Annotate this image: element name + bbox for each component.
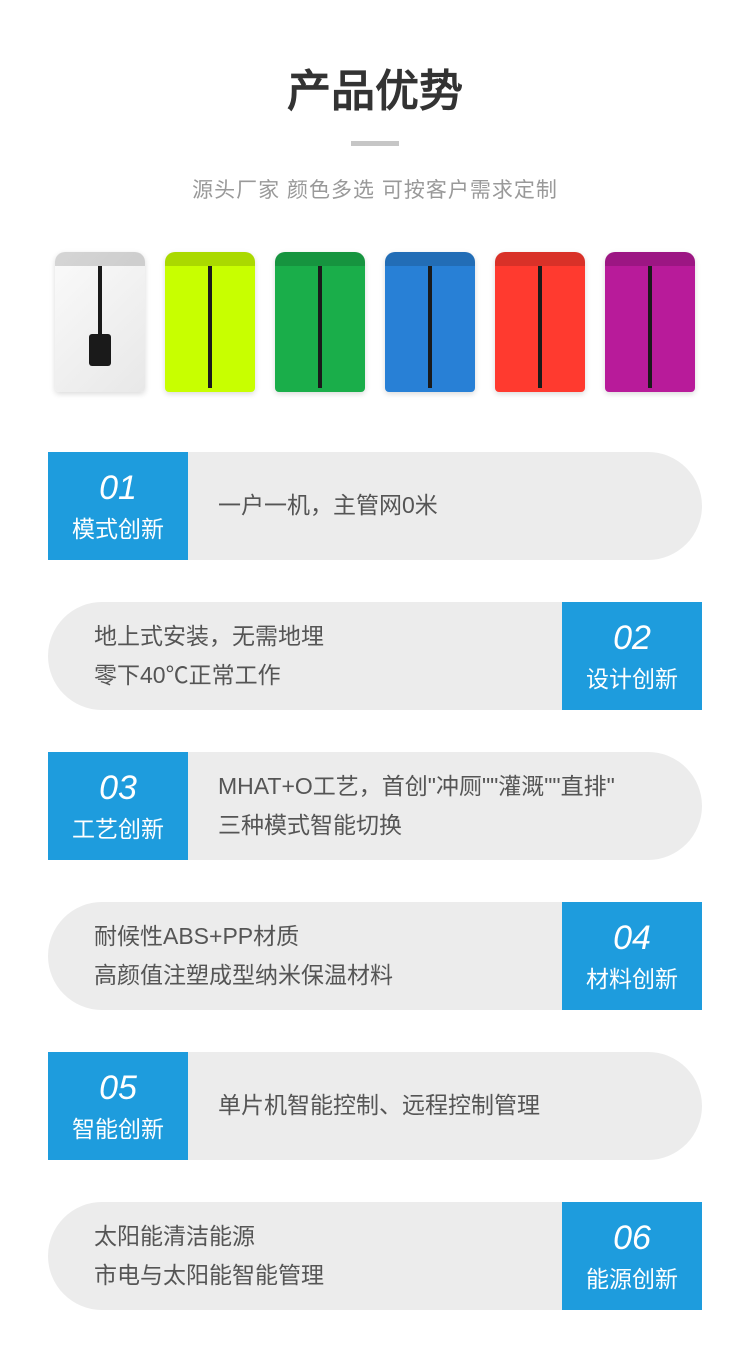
feature-label: 材料创新 xyxy=(586,960,678,994)
feature-list: 01模式创新一户一机，主管网0米02设计创新地上式安装，无需地埋零下40℃正常工… xyxy=(0,452,750,1310)
feature-item: 05智能创新单片机智能控制、远程控制管理 xyxy=(48,1052,702,1160)
feature-badge: 01模式创新 xyxy=(48,452,188,560)
feature-item: 04材料创新耐候性ABS+PP材质高颜值注塑成型纳米保温材料 xyxy=(48,902,702,1010)
feature-badge: 04材料创新 xyxy=(562,902,702,1010)
feature-text-line: 太阳能清洁能源 xyxy=(94,1217,532,1256)
feature-badge: 05智能创新 xyxy=(48,1052,188,1160)
page-subtitle: 源头厂家 颜色多选 可按客户需求定制 xyxy=(0,174,750,204)
feature-number: 04 xyxy=(613,918,651,959)
feature-content: 太阳能清洁能源市电与太阳能智能管理 xyxy=(48,1202,562,1310)
feature-number: 01 xyxy=(99,468,137,509)
feature-label: 智能创新 xyxy=(72,1110,164,1144)
feature-content: MHAT+O工艺，首创"冲厕""灌溉""直排"三种模式智能切换 xyxy=(188,752,702,860)
feature-number: 03 xyxy=(99,768,137,809)
feature-text-line: 零下40℃正常工作 xyxy=(94,656,532,695)
feature-label: 能源创新 xyxy=(586,1260,678,1294)
feature-number: 05 xyxy=(99,1068,137,1109)
product-color-card xyxy=(165,252,255,392)
feature-number: 02 xyxy=(613,618,651,659)
feature-badge: 02设计创新 xyxy=(562,602,702,710)
title-divider xyxy=(351,141,399,146)
page-container: 产品优势 源头厂家 颜色多选 可按客户需求定制 01模式创新一户一机，主管网0米… xyxy=(0,0,750,1310)
feature-badge: 06能源创新 xyxy=(562,1202,702,1310)
feature-badge: 03工艺创新 xyxy=(48,752,188,860)
feature-text-line: 地上式安装，无需地埋 xyxy=(94,617,532,656)
product-color-card xyxy=(495,252,585,392)
product-color-card xyxy=(55,252,145,392)
feature-label: 模式创新 xyxy=(72,510,164,544)
feature-item: 03工艺创新MHAT+O工艺，首创"冲厕""灌溉""直排"三种模式智能切换 xyxy=(48,752,702,860)
feature-item: 02设计创新地上式安装，无需地埋零下40℃正常工作 xyxy=(48,602,702,710)
feature-content: 地上式安装，无需地埋零下40℃正常工作 xyxy=(48,602,562,710)
product-color-row xyxy=(0,252,750,392)
feature-number: 06 xyxy=(613,1218,651,1259)
feature-text-line: 市电与太阳能智能管理 xyxy=(94,1256,532,1295)
feature-item: 01模式创新一户一机，主管网0米 xyxy=(48,452,702,560)
feature-text-line: 一户一机，主管网0米 xyxy=(218,486,672,525)
product-color-card xyxy=(385,252,475,392)
feature-text-line: 单片机智能控制、远程控制管理 xyxy=(218,1086,672,1125)
feature-item: 06能源创新太阳能清洁能源市电与太阳能智能管理 xyxy=(48,1202,702,1310)
page-title: 产品优势 xyxy=(0,55,750,119)
feature-label: 工艺创新 xyxy=(72,810,164,844)
product-color-card xyxy=(605,252,695,392)
feature-content: 耐候性ABS+PP材质高颜值注塑成型纳米保温材料 xyxy=(48,902,562,1010)
feature-text-line: MHAT+O工艺，首创"冲厕""灌溉""直排" xyxy=(218,767,672,806)
feature-content: 一户一机，主管网0米 xyxy=(188,452,702,560)
feature-content: 单片机智能控制、远程控制管理 xyxy=(188,1052,702,1160)
feature-text-line: 耐候性ABS+PP材质 xyxy=(94,917,532,956)
feature-text-line: 三种模式智能切换 xyxy=(218,806,672,845)
feature-text-line: 高颜值注塑成型纳米保温材料 xyxy=(94,956,532,995)
feature-label: 设计创新 xyxy=(586,660,678,694)
product-color-card xyxy=(275,252,365,392)
